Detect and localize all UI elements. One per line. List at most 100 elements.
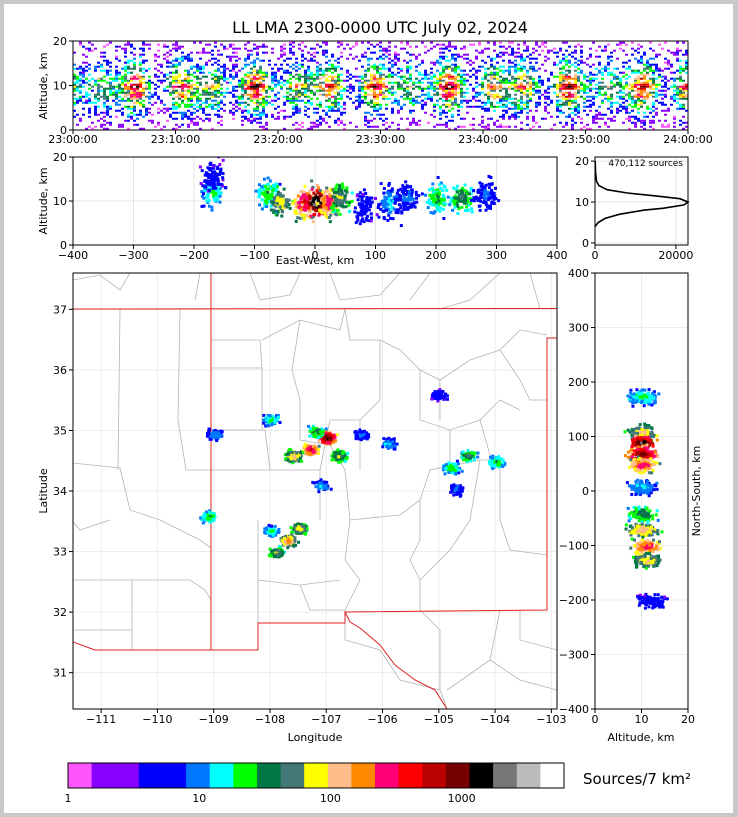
- time-cell: [409, 65, 412, 68]
- time-cell: [559, 83, 562, 86]
- time-cell: [262, 103, 265, 106]
- time-cell: [142, 105, 145, 108]
- ew-cell: [340, 183, 344, 187]
- time-cell: [253, 97, 256, 100]
- time-cell: [544, 59, 547, 62]
- time-cell: [478, 51, 481, 54]
- time-cell: [172, 97, 175, 100]
- time-cell: [262, 85, 265, 88]
- time-cell: [529, 77, 532, 80]
- time-cell: [643, 123, 646, 126]
- ew-cell: [278, 192, 282, 196]
- time-cell: [397, 101, 400, 104]
- time-cell: [328, 105, 331, 108]
- ew-cell: [377, 203, 381, 207]
- time-cell: [373, 101, 376, 104]
- ew-cell: [402, 198, 406, 202]
- time-cell: [613, 101, 616, 104]
- time-cell: [247, 119, 250, 122]
- map-cell: [329, 442, 333, 446]
- time-cell: [349, 47, 352, 50]
- time-cell: [466, 105, 469, 108]
- ew-cell: [487, 196, 491, 200]
- time-cell: [193, 107, 196, 110]
- time-cell: [448, 65, 451, 68]
- time-cell: [175, 123, 178, 126]
- time-cell: [643, 63, 646, 66]
- time-cell: [139, 79, 142, 82]
- time-cell: [685, 51, 688, 54]
- time-cell: [220, 87, 223, 90]
- time-cell: [352, 87, 355, 90]
- time-y-tick-label: 10: [53, 80, 67, 93]
- time-cell: [106, 109, 109, 112]
- time-cell: [661, 97, 664, 100]
- time-cell: [421, 99, 424, 102]
- time-cell: [256, 121, 259, 124]
- time-cell: [661, 103, 664, 106]
- time-cell: [508, 117, 511, 120]
- time-cell: [118, 125, 121, 128]
- time-cell: [172, 59, 175, 62]
- time-cell: [235, 85, 238, 88]
- ew-cell: [435, 208, 439, 212]
- time-cell: [310, 75, 313, 78]
- time-cell: [589, 103, 592, 106]
- time-cell: [331, 95, 334, 98]
- time-cell: [310, 103, 313, 106]
- ew-cell: [394, 210, 398, 214]
- time-cell: [262, 95, 265, 98]
- ew-cell: [311, 185, 315, 189]
- ew-cell: [280, 214, 284, 218]
- time-cell: [325, 89, 328, 92]
- time-cell: [583, 101, 586, 104]
- time-cell: [520, 75, 523, 78]
- time-cell: [637, 71, 640, 74]
- time-cell: [640, 81, 643, 84]
- time-cell: [388, 49, 391, 52]
- time-cell: [376, 77, 379, 80]
- ew-cell: [408, 205, 412, 209]
- time-cell: [679, 71, 682, 74]
- time-cell: [670, 85, 673, 88]
- time-cell: [481, 125, 484, 128]
- time-cell: [304, 69, 307, 72]
- ew-cell: [318, 207, 322, 211]
- time-cell: [586, 85, 589, 88]
- time-cell: [493, 85, 496, 88]
- ew-density-plot: [198, 157, 501, 228]
- time-cell: [370, 77, 373, 80]
- time-cell: [250, 79, 253, 82]
- time-cell: [667, 61, 670, 64]
- time-cell: [217, 109, 220, 112]
- ew-cell: [454, 194, 458, 198]
- time-cell: [307, 73, 310, 76]
- time-cell: [529, 99, 532, 102]
- time-cell: [253, 95, 256, 98]
- time-cell: [652, 95, 655, 98]
- time-cell: [109, 73, 112, 76]
- time-cell: [388, 89, 391, 92]
- ew-cell: [337, 199, 341, 203]
- time-cell: [238, 81, 241, 84]
- ew-cell: [464, 209, 468, 213]
- time-cell: [406, 67, 409, 70]
- time-cell: [607, 99, 610, 102]
- time-cell: [286, 91, 289, 94]
- ew-cell: [467, 203, 471, 207]
- time-cell: [418, 71, 421, 74]
- time-cell: [298, 47, 301, 50]
- time-cell: [319, 87, 322, 90]
- time-cell: [124, 119, 127, 122]
- time-cell: [175, 85, 178, 88]
- time-cell: [103, 101, 106, 104]
- time-cell: [577, 71, 580, 74]
- time-cell: [505, 93, 508, 96]
- time-cell: [664, 103, 667, 106]
- time-cell: [79, 79, 82, 82]
- time-cell: [532, 47, 535, 50]
- time-cell: [514, 59, 517, 62]
- time-cell: [217, 113, 220, 116]
- ew-cell: [304, 197, 308, 201]
- time-cell: [244, 79, 247, 82]
